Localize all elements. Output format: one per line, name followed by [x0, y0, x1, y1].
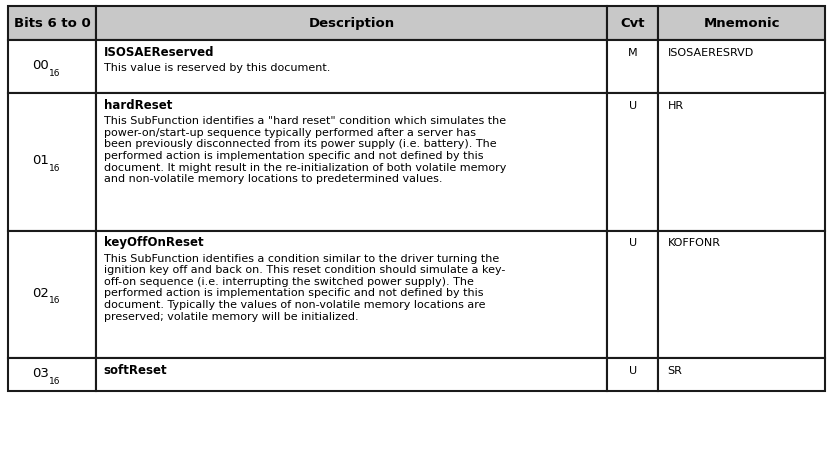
Text: keyOffOnReset: keyOffOnReset	[103, 236, 203, 249]
Text: Mnemonic: Mnemonic	[703, 17, 780, 30]
Text: HR: HR	[668, 101, 684, 111]
Text: Description: Description	[308, 17, 395, 30]
Text: SR: SR	[668, 366, 682, 376]
Text: 02: 02	[32, 287, 49, 300]
Text: Cvt: Cvt	[621, 17, 645, 30]
Text: ISOSAEReserved: ISOSAEReserved	[103, 46, 214, 59]
Text: 16: 16	[49, 377, 61, 386]
Bar	[607, 230, 658, 358]
Bar	[8, 40, 97, 93]
Text: This SubFunction identifies a "hard reset" condition which simulates the
power-o: This SubFunction identifies a "hard rese…	[103, 116, 506, 184]
Text: U: U	[629, 238, 636, 248]
Text: hardReset: hardReset	[103, 99, 172, 112]
Text: softReset: softReset	[103, 364, 167, 377]
Bar	[8, 6, 97, 40]
Text: 01: 01	[32, 154, 49, 167]
Bar	[607, 93, 658, 230]
Bar	[97, 358, 607, 391]
Bar	[658, 358, 825, 391]
Bar	[607, 6, 658, 40]
Bar	[8, 230, 97, 358]
Bar	[607, 40, 658, 93]
Text: 16: 16	[49, 164, 61, 173]
Text: ISOSAERESRVD: ISOSAERESRVD	[668, 48, 754, 58]
Bar	[658, 6, 825, 40]
Bar	[97, 230, 607, 358]
Bar	[97, 6, 607, 40]
Bar	[8, 358, 97, 391]
Text: 03: 03	[32, 367, 49, 380]
Text: KOFFONR: KOFFONR	[668, 238, 721, 248]
Bar	[97, 93, 607, 230]
Bar	[658, 93, 825, 230]
Text: U: U	[629, 101, 636, 111]
Text: This SubFunction identifies a condition similar to the driver turning the
igniti: This SubFunction identifies a condition …	[103, 254, 505, 321]
Text: 00: 00	[32, 59, 49, 72]
Text: 16: 16	[49, 69, 61, 77]
Text: Bits 6 to 0: Bits 6 to 0	[13, 17, 91, 30]
Text: U: U	[629, 366, 636, 376]
Bar	[97, 40, 607, 93]
Text: This value is reserved by this document.: This value is reserved by this document.	[103, 63, 330, 73]
Text: 16: 16	[49, 296, 61, 305]
Bar	[658, 230, 825, 358]
Bar	[607, 358, 658, 391]
Text: M: M	[628, 48, 637, 58]
Bar	[658, 40, 825, 93]
Bar	[8, 93, 97, 230]
